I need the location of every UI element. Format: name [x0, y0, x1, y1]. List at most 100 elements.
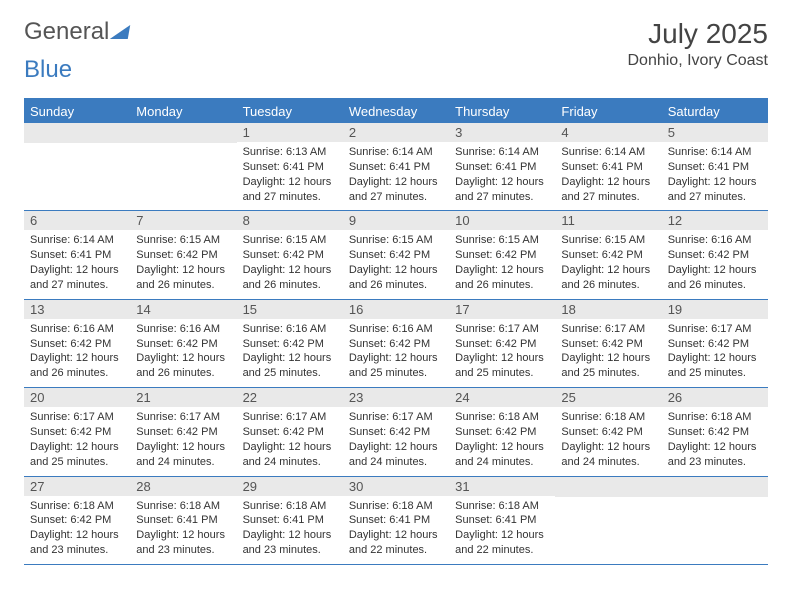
day-number: 31 [449, 477, 555, 496]
day-number: 20 [24, 388, 130, 407]
sunset-label: Sunset: 6:41 PM [30, 248, 124, 263]
weekday-header: Saturday [662, 100, 768, 123]
daylight-label: Daylight: 12 hours and 26 minutes. [349, 263, 443, 293]
day-cell: 31Sunrise: 6:18 AMSunset: 6:41 PMDayligh… [449, 477, 555, 564]
daylight-label: Daylight: 12 hours and 25 minutes. [561, 351, 655, 381]
daylight-label: Daylight: 12 hours and 24 minutes. [561, 440, 655, 470]
sunrise-label: Sunrise: 6:14 AM [30, 233, 124, 248]
daylight-label: Daylight: 12 hours and 25 minutes. [455, 351, 549, 381]
sunrise-label: Sunrise: 6:15 AM [561, 233, 655, 248]
sunrise-label: Sunrise: 6:14 AM [455, 145, 549, 160]
day-info: Sunrise: 6:15 AMSunset: 6:42 PMDaylight:… [449, 230, 555, 298]
day-number: 18 [555, 300, 661, 319]
day-number: 13 [24, 300, 130, 319]
day-number: 10 [449, 211, 555, 230]
daylight-label: Daylight: 12 hours and 25 minutes. [243, 351, 337, 381]
day-number-empty [662, 477, 768, 497]
sunrise-label: Sunrise: 6:17 AM [668, 322, 762, 337]
day-info: Sunrise: 6:16 AMSunset: 6:42 PMDaylight:… [24, 319, 130, 387]
daylight-label: Daylight: 12 hours and 24 minutes. [455, 440, 549, 470]
sunrise-label: Sunrise: 6:18 AM [455, 499, 549, 514]
day-number: 3 [449, 123, 555, 142]
day-cell: 3Sunrise: 6:14 AMSunset: 6:41 PMDaylight… [449, 123, 555, 210]
day-info: Sunrise: 6:17 AMSunset: 6:42 PMDaylight:… [555, 319, 661, 387]
sunrise-label: Sunrise: 6:17 AM [349, 410, 443, 425]
calendar-body: 1Sunrise: 6:13 AMSunset: 6:41 PMDaylight… [24, 123, 768, 565]
sunrise-label: Sunrise: 6:17 AM [561, 322, 655, 337]
day-info: Sunrise: 6:18 AMSunset: 6:42 PMDaylight:… [24, 496, 130, 564]
day-info: Sunrise: 6:18 AMSunset: 6:41 PMDaylight:… [130, 496, 236, 564]
day-info: Sunrise: 6:15 AMSunset: 6:42 PMDaylight:… [237, 230, 343, 298]
day-cell: 7Sunrise: 6:15 AMSunset: 6:42 PMDaylight… [130, 211, 236, 298]
brand-logo: General [24, 18, 129, 46]
day-number: 5 [662, 123, 768, 142]
daylight-label: Daylight: 12 hours and 24 minutes. [136, 440, 230, 470]
day-info: Sunrise: 6:17 AMSunset: 6:42 PMDaylight:… [449, 319, 555, 387]
day-cell: 21Sunrise: 6:17 AMSunset: 6:42 PMDayligh… [130, 388, 236, 475]
day-number: 17 [449, 300, 555, 319]
sunset-label: Sunset: 6:42 PM [668, 337, 762, 352]
sunset-label: Sunset: 6:42 PM [455, 425, 549, 440]
calendar: SundayMondayTuesdayWednesdayThursdayFrid… [24, 98, 768, 565]
day-number: 24 [449, 388, 555, 407]
daylight-label: Daylight: 12 hours and 23 minutes. [668, 440, 762, 470]
daylight-label: Daylight: 12 hours and 27 minutes. [455, 175, 549, 205]
sunrise-label: Sunrise: 6:15 AM [349, 233, 443, 248]
sunset-label: Sunset: 6:42 PM [136, 248, 230, 263]
day-info: Sunrise: 6:17 AMSunset: 6:42 PMDaylight:… [237, 407, 343, 475]
sunrise-label: Sunrise: 6:18 AM [136, 499, 230, 514]
day-cell: 27Sunrise: 6:18 AMSunset: 6:42 PMDayligh… [24, 477, 130, 564]
title-block: July 2025 Donhio, Ivory Coast [627, 18, 768, 70]
day-number-empty [130, 123, 236, 143]
sunrise-label: Sunrise: 6:14 AM [561, 145, 655, 160]
day-cell: 29Sunrise: 6:18 AMSunset: 6:41 PMDayligh… [237, 477, 343, 564]
day-cell [555, 477, 661, 564]
daylight-label: Daylight: 12 hours and 26 minutes. [561, 263, 655, 293]
sunrise-label: Sunrise: 6:18 AM [243, 499, 337, 514]
daylight-label: Daylight: 12 hours and 26 minutes. [455, 263, 549, 293]
day-cell: 19Sunrise: 6:17 AMSunset: 6:42 PMDayligh… [662, 300, 768, 387]
sunset-label: Sunset: 6:42 PM [561, 337, 655, 352]
day-cell: 8Sunrise: 6:15 AMSunset: 6:42 PMDaylight… [237, 211, 343, 298]
sunset-label: Sunset: 6:42 PM [561, 425, 655, 440]
day-cell: 25Sunrise: 6:18 AMSunset: 6:42 PMDayligh… [555, 388, 661, 475]
day-cell: 9Sunrise: 6:15 AMSunset: 6:42 PMDaylight… [343, 211, 449, 298]
day-info: Sunrise: 6:14 AMSunset: 6:41 PMDaylight:… [555, 142, 661, 210]
sunset-label: Sunset: 6:42 PM [243, 248, 337, 263]
day-info: Sunrise: 6:18 AMSunset: 6:42 PMDaylight:… [662, 407, 768, 475]
sunrise-label: Sunrise: 6:16 AM [136, 322, 230, 337]
sunrise-label: Sunrise: 6:15 AM [243, 233, 337, 248]
sunrise-label: Sunrise: 6:13 AM [243, 145, 337, 160]
day-info: Sunrise: 6:18 AMSunset: 6:41 PMDaylight:… [449, 496, 555, 564]
sunset-label: Sunset: 6:42 PM [349, 425, 443, 440]
sunrise-label: Sunrise: 6:14 AM [668, 145, 762, 160]
daylight-label: Daylight: 12 hours and 24 minutes. [349, 440, 443, 470]
daylight-label: Daylight: 12 hours and 23 minutes. [136, 528, 230, 558]
daylight-label: Daylight: 12 hours and 26 minutes. [136, 263, 230, 293]
day-info: Sunrise: 6:15 AMSunset: 6:42 PMDaylight:… [555, 230, 661, 298]
daylight-label: Daylight: 12 hours and 22 minutes. [349, 528, 443, 558]
day-cell: 6Sunrise: 6:14 AMSunset: 6:41 PMDaylight… [24, 211, 130, 298]
daylight-label: Daylight: 12 hours and 26 minutes. [136, 351, 230, 381]
weekday-header: Thursday [449, 100, 555, 123]
day-cell: 23Sunrise: 6:17 AMSunset: 6:42 PMDayligh… [343, 388, 449, 475]
daylight-label: Daylight: 12 hours and 25 minutes. [668, 351, 762, 381]
day-cell: 28Sunrise: 6:18 AMSunset: 6:41 PMDayligh… [130, 477, 236, 564]
day-cell: 11Sunrise: 6:15 AMSunset: 6:42 PMDayligh… [555, 211, 661, 298]
sunrise-label: Sunrise: 6:18 AM [561, 410, 655, 425]
weekday-header: Sunday [24, 100, 130, 123]
sunset-label: Sunset: 6:41 PM [668, 160, 762, 175]
day-cell: 15Sunrise: 6:16 AMSunset: 6:42 PMDayligh… [237, 300, 343, 387]
week-row: 13Sunrise: 6:16 AMSunset: 6:42 PMDayligh… [24, 300, 768, 388]
sunset-label: Sunset: 6:42 PM [455, 248, 549, 263]
day-cell: 16Sunrise: 6:16 AMSunset: 6:42 PMDayligh… [343, 300, 449, 387]
daylight-label: Daylight: 12 hours and 26 minutes. [243, 263, 337, 293]
week-row: 6Sunrise: 6:14 AMSunset: 6:41 PMDaylight… [24, 211, 768, 299]
sunrise-label: Sunrise: 6:16 AM [349, 322, 443, 337]
sunrise-label: Sunrise: 6:17 AM [243, 410, 337, 425]
day-cell: 24Sunrise: 6:18 AMSunset: 6:42 PMDayligh… [449, 388, 555, 475]
day-number: 14 [130, 300, 236, 319]
day-info: Sunrise: 6:18 AMSunset: 6:41 PMDaylight:… [343, 496, 449, 564]
triangle-icon [110, 25, 130, 39]
day-info: Sunrise: 6:18 AMSunset: 6:42 PMDaylight:… [555, 407, 661, 475]
